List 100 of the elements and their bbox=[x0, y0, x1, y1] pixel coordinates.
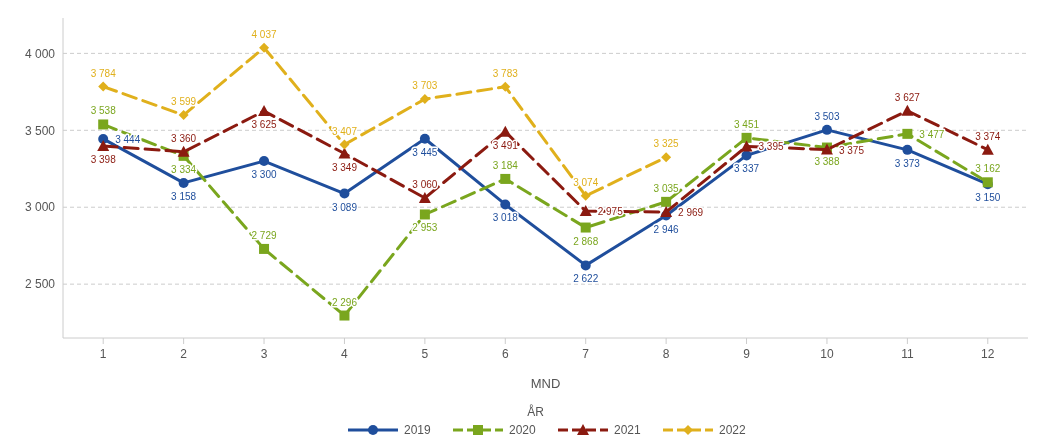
point bbox=[97, 140, 110, 151]
x-tick-label: 10 bbox=[820, 347, 834, 361]
data-label: 3 035 bbox=[653, 182, 680, 194]
point bbox=[259, 243, 270, 254]
data-label: 3 373 bbox=[894, 157, 921, 169]
x-tick-label: 9 bbox=[743, 347, 751, 361]
data-label: 3 599 bbox=[171, 96, 197, 108]
data-label: 3 625 bbox=[251, 119, 277, 131]
point bbox=[499, 125, 512, 137]
point bbox=[661, 196, 672, 207]
data-label: 2 868 bbox=[573, 235, 599, 247]
data-label: 3 337 bbox=[734, 163, 760, 175]
x-tick-label: 1 bbox=[99, 347, 107, 361]
legend-label: 2022 bbox=[719, 423, 747, 438]
data-label: 3 060 bbox=[412, 179, 438, 190]
data-label: 3 388 bbox=[814, 155, 840, 167]
data-label: 3 703 bbox=[412, 80, 438, 92]
data-label: 3 325 bbox=[653, 138, 680, 150]
x-tick-label: 8 bbox=[662, 347, 670, 361]
legend-title: ÅR bbox=[527, 404, 545, 419]
point bbox=[741, 150, 752, 161]
point bbox=[339, 139, 350, 150]
data-label: 3 444 bbox=[115, 133, 141, 145]
data-label: 3 018 bbox=[492, 212, 519, 224]
data-label: 3 627 bbox=[894, 91, 921, 103]
point bbox=[98, 81, 109, 92]
data-label: 3 375 bbox=[838, 144, 865, 156]
point bbox=[98, 119, 109, 130]
data-label: 3 374 bbox=[975, 130, 1001, 142]
point bbox=[338, 147, 351, 159]
point bbox=[178, 110, 189, 121]
y-tick-label: 2 500 bbox=[24, 277, 56, 292]
data-label: 3 503 bbox=[814, 110, 840, 122]
data-label: 3 300 bbox=[251, 169, 277, 181]
point bbox=[821, 124, 832, 135]
point bbox=[500, 81, 511, 92]
data-label: 3 783 bbox=[492, 67, 519, 79]
point bbox=[418, 192, 431, 203]
x-tick-label: 3 bbox=[260, 347, 268, 361]
data-label: 3 491 bbox=[492, 139, 519, 151]
data-label: 3 477 bbox=[919, 128, 945, 140]
point bbox=[580, 260, 591, 271]
point bbox=[259, 156, 270, 167]
point bbox=[981, 143, 994, 155]
point bbox=[419, 209, 430, 220]
point bbox=[741, 132, 752, 143]
x-tick-label: 6 bbox=[501, 347, 509, 361]
data-label: 2 953 bbox=[412, 222, 438, 234]
point bbox=[579, 205, 592, 217]
data-label: 3 395 bbox=[758, 141, 784, 153]
data-label: 3 184 bbox=[492, 159, 519, 171]
point bbox=[177, 145, 190, 157]
data-label: 4 037 bbox=[251, 28, 277, 40]
legend-label: 2020 bbox=[509, 423, 537, 438]
data-label: 3 162 bbox=[975, 163, 1001, 175]
x-tick-label: 4 bbox=[341, 347, 349, 361]
data-label: 3 334 bbox=[171, 163, 197, 175]
x-tick-label: 11 bbox=[901, 347, 914, 361]
point bbox=[178, 177, 189, 188]
x-axis-title: MND bbox=[530, 376, 561, 391]
data-label: 3 407 bbox=[331, 125, 358, 137]
data-label: 2 296 bbox=[331, 296, 358, 308]
data-label: 3 158 bbox=[171, 190, 197, 202]
data-label: 2 729 bbox=[251, 229, 277, 241]
point bbox=[500, 173, 511, 184]
point bbox=[580, 222, 591, 233]
data-label: 3 398 bbox=[90, 154, 117, 165]
point bbox=[500, 199, 511, 210]
point bbox=[339, 188, 350, 199]
point bbox=[259, 42, 270, 53]
data-label: 3 349 bbox=[331, 161, 358, 173]
data-label: 2 969 bbox=[678, 207, 704, 218]
y-tick-label: 4 000 bbox=[24, 46, 56, 61]
y-tick-label: 3 500 bbox=[24, 123, 56, 138]
x-tick-label: 7 bbox=[582, 347, 590, 361]
data-label: 3 360 bbox=[171, 132, 197, 144]
data-label: 2 946 bbox=[653, 223, 680, 235]
data-label: 3 445 bbox=[412, 146, 438, 158]
data-label: 3 538 bbox=[90, 105, 117, 117]
data-label: 3 784 bbox=[90, 67, 117, 79]
legend-label: 2019 bbox=[404, 423, 432, 438]
point bbox=[580, 190, 591, 201]
point bbox=[902, 144, 913, 155]
point bbox=[901, 104, 914, 116]
point bbox=[660, 206, 673, 217]
point bbox=[902, 128, 913, 139]
point bbox=[419, 133, 430, 144]
point bbox=[258, 105, 271, 117]
point bbox=[419, 94, 430, 105]
legend-label: 2021 bbox=[614, 423, 642, 438]
x-tick-label: 12 bbox=[981, 347, 995, 361]
data-label: 2 622 bbox=[573, 273, 599, 285]
data-label: 3 089 bbox=[331, 201, 358, 213]
point bbox=[661, 152, 672, 163]
data-label: 3 451 bbox=[734, 118, 760, 130]
data-label: 3 150 bbox=[975, 192, 1001, 204]
point bbox=[339, 310, 350, 321]
y-tick-label: 3 000 bbox=[24, 200, 56, 215]
x-tick-label: 2 bbox=[180, 347, 188, 361]
x-tick-label: 5 bbox=[421, 347, 429, 361]
